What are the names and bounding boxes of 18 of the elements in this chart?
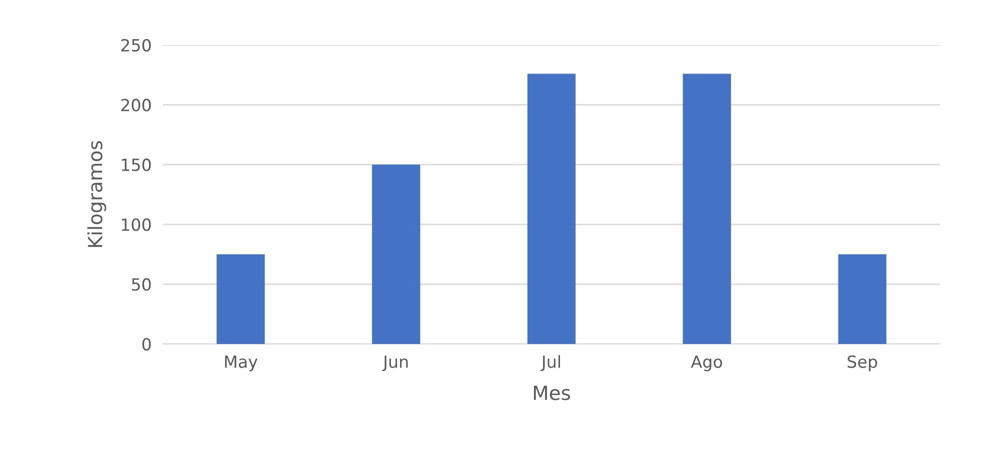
x-axis-title: Mes — [534, 386, 570, 400]
bar — [372, 164, 420, 344]
x-tick-label: Sep — [848, 355, 878, 372]
y-axis-title: Kilogramos — [87, 141, 106, 247]
y-tick-label: 150 — [122, 158, 151, 172]
x-tick-label: Jun — [382, 356, 408, 372]
y-tick-label: 250 — [121, 38, 151, 52]
bar — [838, 254, 886, 344]
x-tick-label: May — [225, 356, 258, 372]
y-tick-label: 200 — [121, 98, 151, 112]
bar — [682, 74, 731, 344]
bar — [216, 254, 265, 344]
x-tick-label: Jul — [540, 355, 560, 372]
bar — [527, 74, 576, 344]
y-tick-label: 50 — [132, 278, 151, 291]
y-tick-label: 0 — [142, 338, 151, 351]
y-tick-label: 100 — [122, 218, 151, 231]
x-tick-label: Ago — [690, 356, 722, 372]
